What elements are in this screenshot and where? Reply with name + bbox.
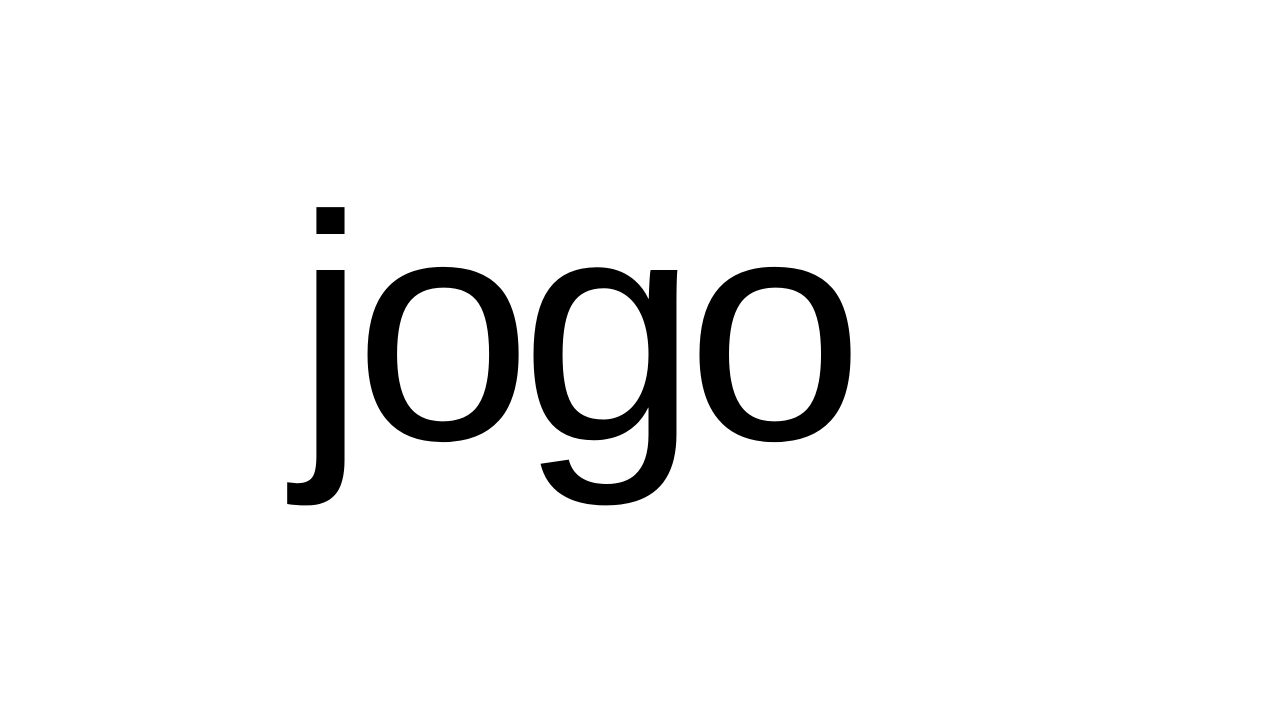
display-word: jogo (295, 149, 864, 507)
